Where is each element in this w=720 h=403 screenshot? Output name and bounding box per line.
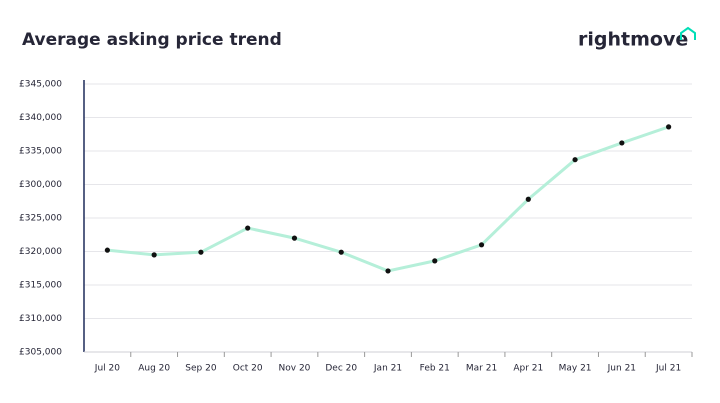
x-tick-label: Nov 20 bbox=[279, 364, 311, 374]
point bbox=[198, 249, 204, 255]
x-tick-label: Sep 20 bbox=[185, 364, 217, 374]
logo: rightmove bbox=[578, 29, 688, 51]
point bbox=[525, 196, 531, 202]
point bbox=[666, 124, 672, 130]
point bbox=[104, 247, 110, 253]
x-tick-label: Aug 20 bbox=[138, 364, 170, 374]
point bbox=[432, 258, 438, 264]
point bbox=[619, 140, 625, 146]
point bbox=[478, 242, 485, 248]
point bbox=[291, 235, 298, 241]
y-tick-label: £325,000 bbox=[19, 214, 62, 224]
x-tick-label: Dec 20 bbox=[325, 364, 357, 374]
x-tick-label: Apr 21 bbox=[513, 364, 543, 374]
y-tick-label: £340,000 bbox=[19, 113, 62, 123]
logo-icon bbox=[680, 26, 696, 40]
point bbox=[385, 268, 391, 274]
x-tick-label: Feb 21 bbox=[420, 364, 450, 374]
y-tick-label: £315,000 bbox=[19, 281, 62, 291]
y-tick-label: £310,000 bbox=[19, 314, 62, 324]
point bbox=[151, 252, 157, 258]
y-tick-label: £300,000 bbox=[19, 180, 62, 190]
point bbox=[338, 249, 344, 255]
x-tick-label: Jul 20 bbox=[94, 364, 120, 374]
y-tick-label: £320,000 bbox=[19, 247, 62, 257]
x-tick-label: Jan 21 bbox=[373, 364, 402, 374]
y-tick-label: £335,000 bbox=[19, 147, 62, 157]
point bbox=[572, 157, 578, 163]
line bbox=[107, 125, 670, 273]
y-tick-label: £305,000 bbox=[19, 348, 62, 358]
x-tick-label: May 21 bbox=[559, 364, 592, 374]
chart-title: Average asking price trend bbox=[22, 30, 282, 50]
y-tick-label: £345,000 bbox=[19, 80, 62, 90]
x-tick-label: Mar 21 bbox=[466, 364, 497, 374]
x-tick-label: Jul 21 bbox=[655, 364, 681, 374]
x-tick-label: Jun 21 bbox=[607, 364, 636, 374]
x-tick-label: Oct 20 bbox=[233, 364, 263, 374]
point bbox=[245, 225, 251, 231]
